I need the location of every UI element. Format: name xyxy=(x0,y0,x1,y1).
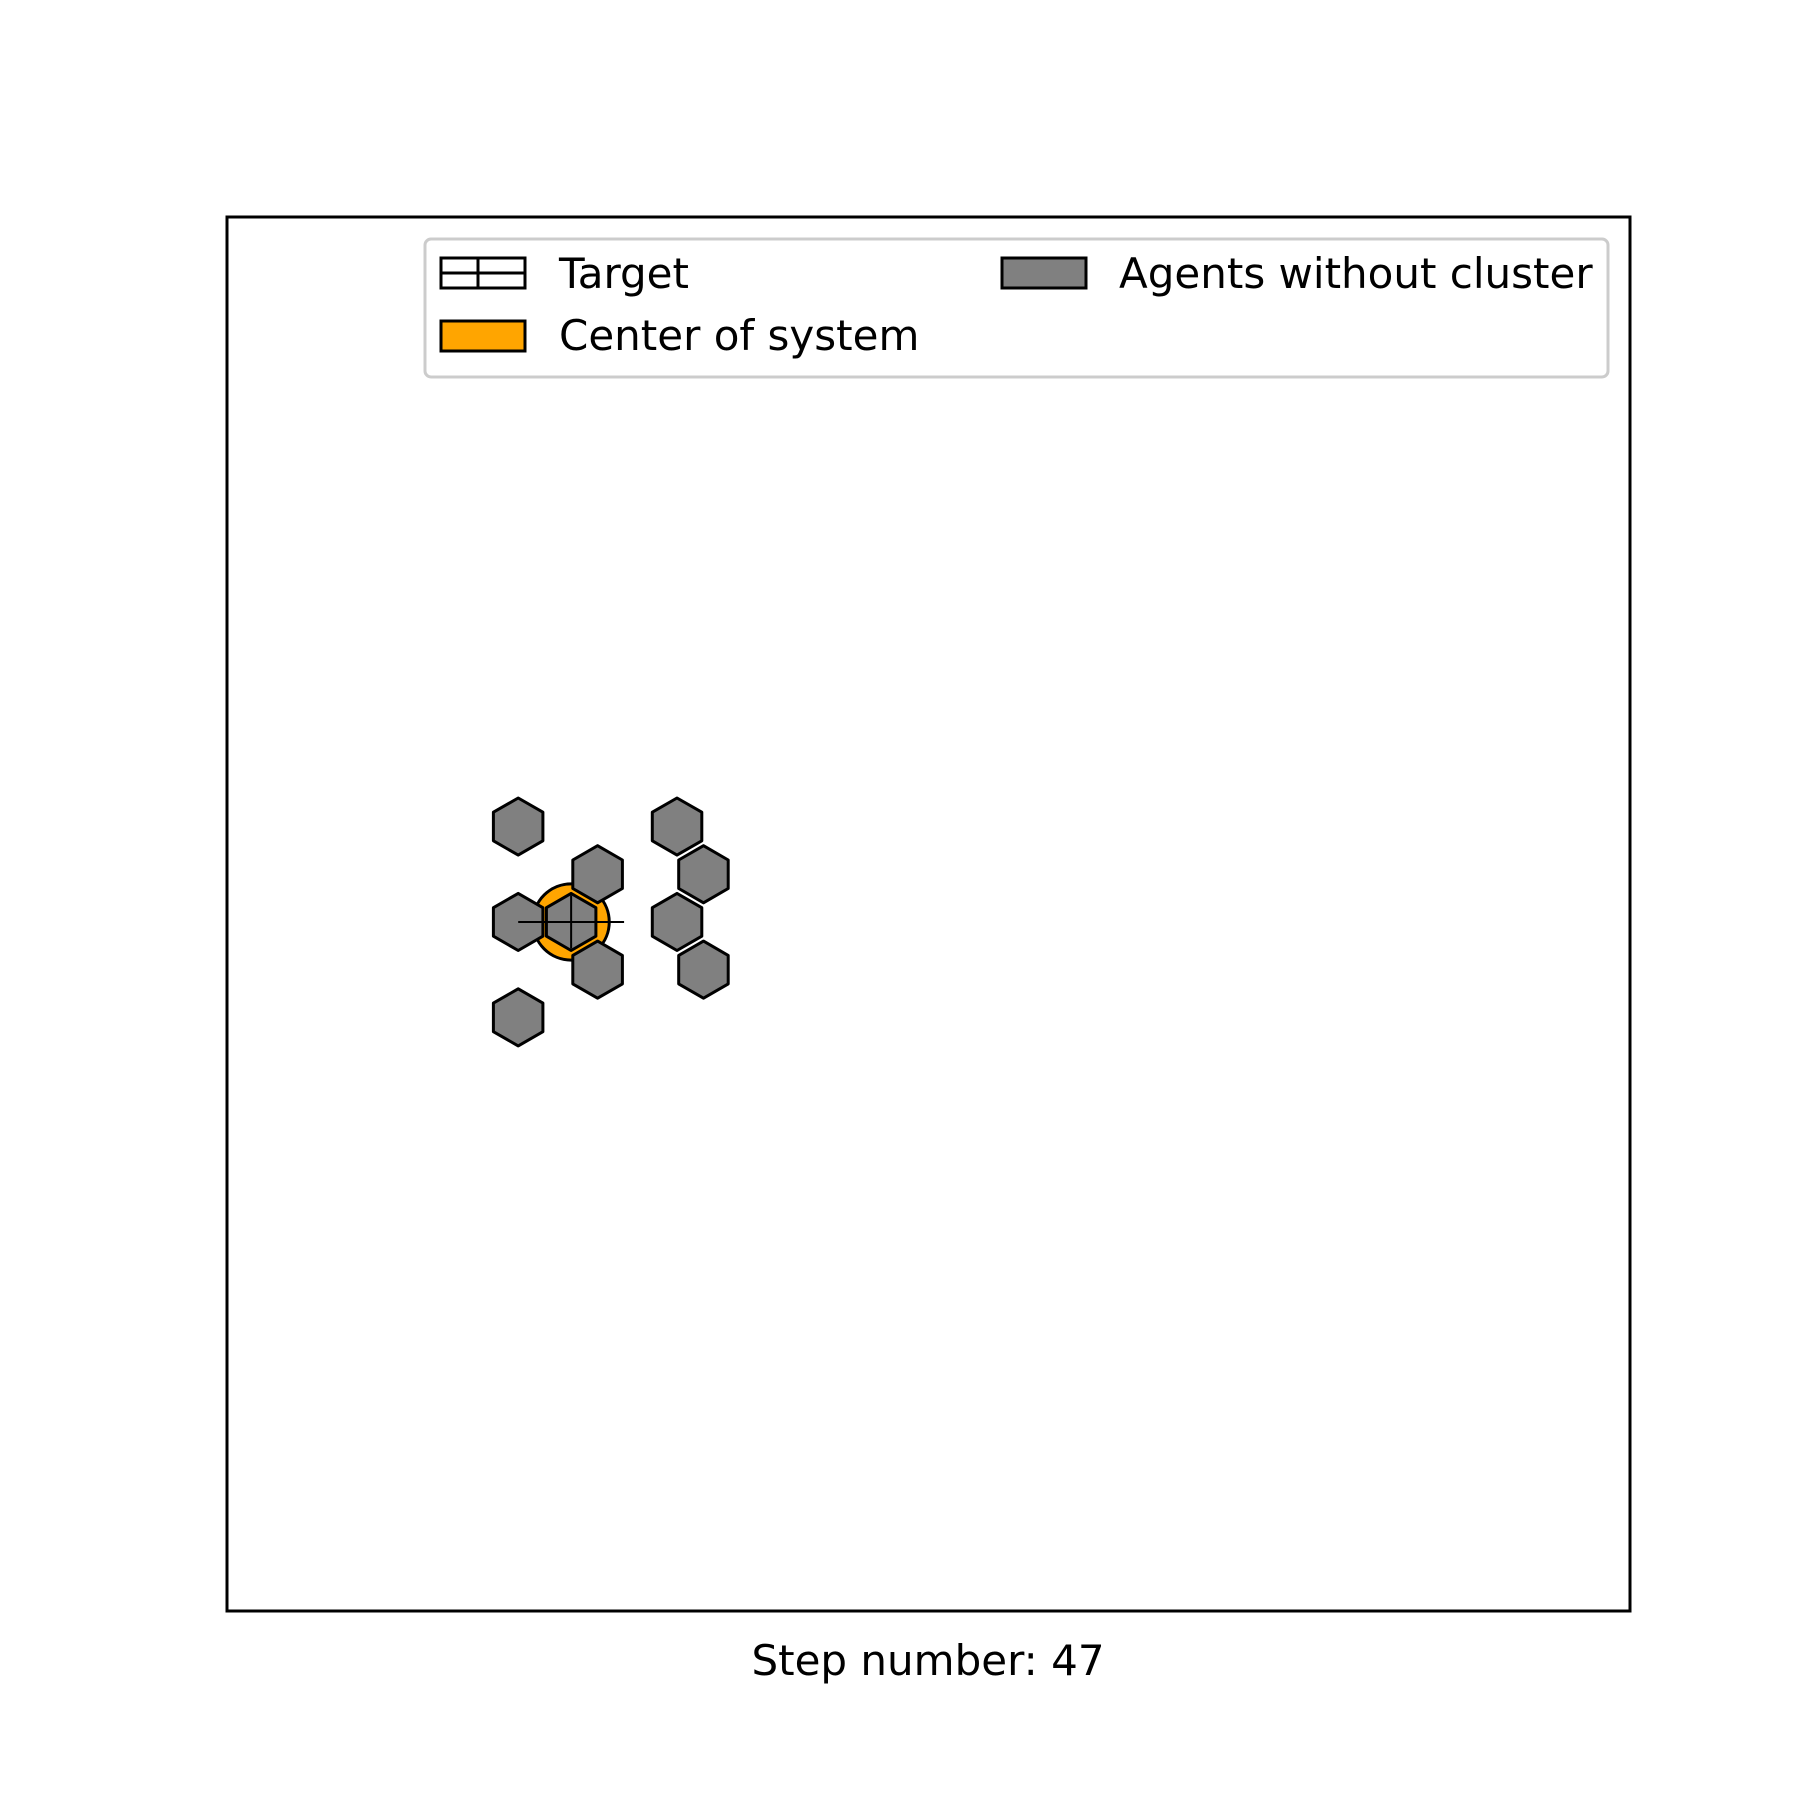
agent-hexagon-5 xyxy=(491,891,545,952)
agent-hexagon-8 xyxy=(571,939,624,1000)
agent-hexagon-1 xyxy=(491,796,545,857)
legend-label-agents: Agents without cluster xyxy=(1119,249,1593,298)
marks-layer xyxy=(491,796,730,1048)
agent-hexagon-7 xyxy=(650,891,704,952)
agent-hexagon-3 xyxy=(571,844,624,905)
x-axis-label: Step number: 47 xyxy=(751,1636,1104,1685)
agent-hexagon-9 xyxy=(677,939,730,1000)
legend-swatch-agents xyxy=(1000,256,1088,290)
legend: Target Agents without cluster Center of … xyxy=(423,237,1610,379)
legend-label-center: Center of system xyxy=(559,311,919,360)
legend-swatch-target xyxy=(439,256,527,290)
legend-label-target: Target xyxy=(558,249,689,298)
plot-area xyxy=(225,215,1632,1613)
agent-hexagon-2 xyxy=(650,796,704,857)
legend-swatch-center xyxy=(439,319,527,353)
legend-frame xyxy=(423,237,1610,379)
agent-hexagon-4 xyxy=(677,844,730,905)
agent-hexagon-10 xyxy=(491,987,545,1048)
